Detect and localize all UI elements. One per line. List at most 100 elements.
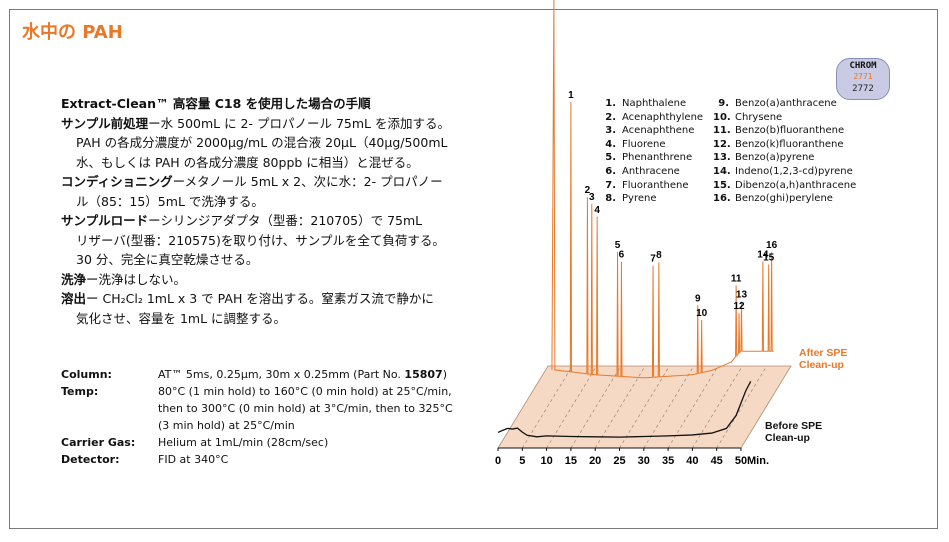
legend-item: 15. Dibenzo(a,h)anthracene <box>713 179 873 193</box>
legend-item-number: 7. <box>605 179 616 191</box>
page-title: 水中の PAH <box>22 22 123 43</box>
legend-item-name: Acenaphthylene <box>622 111 704 123</box>
sample-load-text-1: ーシリンジアダプタ（型番：210705）で 75mL <box>148 213 423 228</box>
procedure-block: Extract-Clean™ 高容量 C18 を使用した場合の手順 サンプル前処… <box>61 94 481 328</box>
hatch-line <box>546 365 597 449</box>
peak-label: 7 <box>650 254 656 265</box>
peak-label: 6 <box>619 250 625 261</box>
peak-label: 3 <box>589 192 595 203</box>
x-tick-label: 50 <box>735 455 747 467</box>
logo-line-1: CHROM <box>849 61 877 71</box>
conditioning-label: コンディショニング <box>61 174 173 189</box>
legend-item-number: 9. <box>718 98 729 109</box>
peak-label: 15 <box>763 252 775 263</box>
legend-item-number: 3. <box>605 125 616 137</box>
temp-row: Temp: 80°C (1 min hold) to 160°C (0 min … <box>61 383 488 434</box>
series-after-line <box>551 0 774 379</box>
column-value: AT™ 5ms, 0.25μm, 30m x 0.25mm (Part No. … <box>158 366 488 383</box>
legend-item-name: Benzo(b)fluoranthene <box>735 125 845 137</box>
peak-label: 4 <box>594 205 600 216</box>
logo-line-3: 2772 <box>852 84 874 94</box>
sample-load-text-3: 30 分、完全に真空乾燥させる。 <box>76 252 259 267</box>
legend-item-number: 12. <box>713 138 731 150</box>
peak-label: 8 <box>656 250 662 261</box>
legend-item: 16. Benzo(ghi)perylene <box>713 192 873 206</box>
temp-label: Temp: <box>61 385 99 398</box>
legend-item-name: Acenaphthene <box>622 125 695 137</box>
sample-prep-text-2: PAH の各成分濃度が 2000μg/mL の混合液 20μL（40μg/500… <box>76 135 448 150</box>
gc-conditions: Column: AT™ 5ms, 0.25μm, 30m x 0.25mm (P… <box>61 366 488 468</box>
wash-text: ー洗浄はしない。 <box>86 271 187 287</box>
hatch-line <box>522 365 573 449</box>
logo-line-2: 2771 <box>853 72 873 81</box>
peak-label: 9 <box>695 293 701 304</box>
column-value-end: ) <box>442 368 447 381</box>
legend-item-number: 6. <box>605 165 616 177</box>
legend-item-number: 10. <box>713 111 731 123</box>
legend-item-name: Phenanthrene <box>622 152 693 164</box>
elution-step: 溶出ー CH₂Cl₂ 1mL x 3 で PAH を溶出する。窒素ガス流で静かに <box>61 289 481 309</box>
legend-item: 2. Acenaphthylene <box>600 111 760 125</box>
legend-item-number: 11. <box>713 125 731 137</box>
elution-label: 溶出 <box>61 291 87 306</box>
x-tick-label: 5 <box>519 455 525 467</box>
x-tick-label: 0 <box>495 455 501 467</box>
x-axis-ticks: 0 5 10 15 20 25 30 35 40 45 50 <box>495 448 747 467</box>
legend-column-2: 9. Benzo(a)anthracene 10. Chrysene 11. Benzo(… <box>713 97 873 206</box>
temp-value: 80°C (1 min hold) to 160°C (0 min hold) … <box>158 383 488 434</box>
legend-item-name: Fluoranthene <box>622 179 689 191</box>
legend-item-name: Benzo(ghi)perylene <box>735 193 833 205</box>
wash-label: 洗浄 <box>61 271 87 287</box>
conditioning-text-2: ル（85：15）5mL で洗浄する。 <box>76 193 264 209</box>
legend-item-number: 2. <box>605 111 616 123</box>
x-tick-label: 25 <box>613 455 625 467</box>
hatch-line <box>716 365 767 449</box>
legend-item-name: Fluorene <box>622 138 666 150</box>
x-axis-label: Min. <box>747 455 769 467</box>
hatch-line <box>692 365 743 449</box>
peak-label: 10 <box>696 308 708 319</box>
x-tick-label: 45 <box>711 455 723 467</box>
sample-load-text-2: リザーバ(型番：210575)を取り付け、サンプルを全て負荷する。 <box>76 232 445 248</box>
chrom-logo: CHROM 2771 2772 <box>836 58 890 100</box>
temp-line-2: then to 300°C (0 min hold) at 3°C/min, t… <box>158 402 453 415</box>
column-label: Column: <box>61 368 112 381</box>
legend-item: 3. Acenaphthene <box>600 124 760 138</box>
hatch-line <box>667 365 719 449</box>
legend-item: 6. Anthracene <box>600 165 760 179</box>
legend-item-name: Pyrene <box>622 193 657 205</box>
x-tick-label: 35 <box>662 455 674 467</box>
carrier-gas-value: Helium at 1mL/min (28cm/sec) <box>158 436 329 449</box>
sample-prep-text-1: ー水 500mL に 2- プロパノール 75mL を添加する。 <box>148 115 450 131</box>
legend-item-number: 4. <box>605 138 616 150</box>
legend-item-number: 1. <box>605 98 616 109</box>
legend-item: 5. Phenanthrene <box>600 151 760 165</box>
series-before-label: Before SPE Clean-up <box>765 420 822 444</box>
legend-item: 1. Naphthalene <box>600 97 760 111</box>
x-tick-label: 40 <box>686 455 698 467</box>
series-label-line: After SPE <box>799 347 847 359</box>
peak-label: 14 <box>757 249 769 260</box>
legend-item-number: 8. <box>605 193 616 205</box>
legend-item-number: 14. <box>713 165 731 177</box>
x-tick-label: 30 <box>638 455 650 467</box>
sample-prep-step: サンプル前処理ー水 500mL に 2- プロパノール 75mL を添加する。 <box>61 114 481 134</box>
x-tick-label: 15 <box>565 455 577 467</box>
peak-label: 13 <box>736 290 748 301</box>
legend-item: 11. Benzo(b)fluoranthene <box>713 124 873 138</box>
detector-row: Detector: FID at 340°C <box>61 451 488 468</box>
hatch-line <box>619 365 670 449</box>
peak-label: 11 <box>731 273 742 284</box>
detector-label: Detector: <box>61 453 120 466</box>
carrier-gas-row: Carrier Gas: Helium at 1mL/min (28cm/sec… <box>61 434 488 451</box>
hatch-line <box>570 365 622 449</box>
series-after-label: After SPE Clean-up <box>799 347 847 371</box>
legend-item-number: 5. <box>605 152 616 164</box>
legend-item-name: Benzo(a)pyrene <box>735 152 815 164</box>
legend-item-name: Indeno(1,2,3-cd)pyrene <box>735 165 853 177</box>
sample-load-label: サンプルロード <box>61 213 149 228</box>
series-label-line: Clean-up <box>799 359 844 371</box>
column-value-text: AT™ 5ms, 0.25μm, 30m x 0.25mm (Part No. <box>158 368 405 381</box>
